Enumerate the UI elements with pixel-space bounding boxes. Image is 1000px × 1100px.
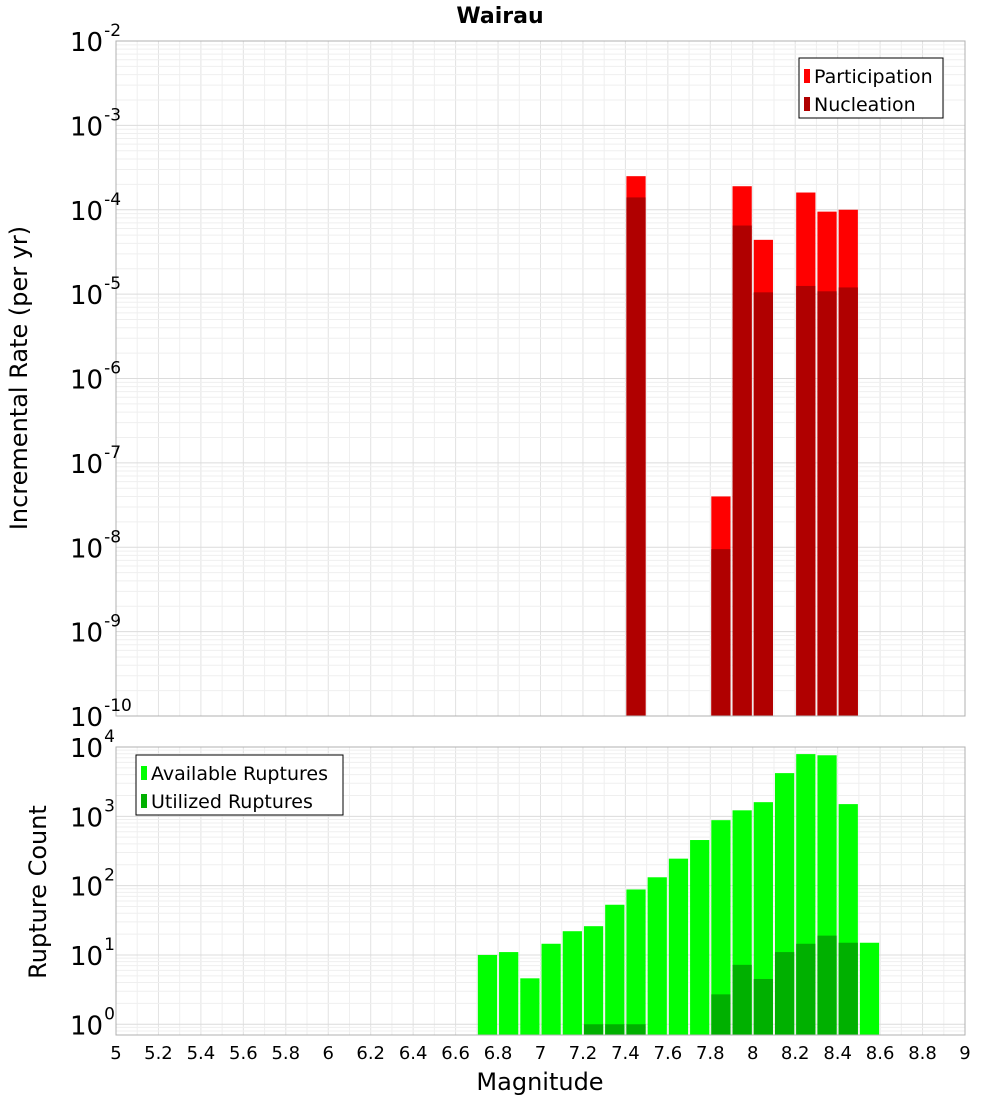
count-panel-y-ticks: 100 101 102 103 104	[70, 727, 115, 1041]
top-y-tick-label: 10-6	[70, 359, 121, 396]
x-tick-label: 7.6	[654, 1043, 683, 1064]
bot-y-tick-label: 103	[70, 796, 115, 833]
x-tick-label: 5.6	[229, 1043, 258, 1064]
top-y-tick-label: 10-4	[70, 190, 121, 227]
x-tick-label: 5.8	[271, 1043, 300, 1064]
bar-available-ruptures	[605, 904, 625, 1035]
bar-available-ruptures	[647, 877, 667, 1035]
legend-box	[798, 57, 944, 119]
bar-utilized-ruptures	[817, 935, 837, 1035]
x-tick-label: 8.8	[908, 1043, 937, 1064]
count-panel-legend: Available Ruptures Utilized Ruptures	[135, 754, 344, 816]
rate-panel-bars	[626, 176, 858, 717]
bar-available-ruptures	[859, 942, 880, 1035]
rate-panel-y-axis-label: Incremental Rate (per yr)	[5, 226, 33, 530]
x-axis-label: Magnitude	[476, 1068, 603, 1096]
top-y-tick-label: 10-2	[70, 21, 121, 58]
x-tick-label: 7.4	[611, 1043, 640, 1064]
top-y-tick-label: 10-8	[70, 527, 121, 564]
bot-y-tick-label: 101	[70, 935, 115, 972]
bar-nucleation	[796, 285, 816, 716]
x-tick-label: 7	[535, 1043, 546, 1064]
legend-swatch-participation	[804, 69, 810, 83]
bar-nucleation	[817, 291, 837, 716]
count-panel-frame	[115, 746, 966, 1036]
x-tick-label: 6.2	[356, 1043, 385, 1064]
x-tick-label: 6.6	[441, 1043, 470, 1064]
bar-available-ruptures	[668, 858, 689, 1035]
bar-utilized-ruptures	[626, 1024, 646, 1035]
bot-y-tick-label: 102	[70, 866, 115, 903]
x-tick-label: 5.4	[187, 1043, 216, 1064]
bar-nucleation	[732, 225, 752, 716]
bar-available-ruptures	[583, 926, 604, 1035]
x-tick-label: 7.2	[569, 1043, 598, 1064]
bar-available-ruptures	[477, 954, 498, 1035]
top-y-tick-label: 10-3	[70, 105, 121, 142]
chart-title: Wairau	[456, 4, 543, 29]
top-y-tick-label: 10-9	[70, 612, 121, 649]
legend-swatch-utilized-ruptures	[141, 794, 147, 808]
x-tick-label: 6.8	[484, 1043, 513, 1064]
x-tick-label: 6.4	[399, 1043, 428, 1064]
bar-available-ruptures	[753, 802, 773, 1035]
x-tick-label: 7.8	[696, 1043, 725, 1064]
bot-y-tick-label: 100	[70, 1004, 115, 1041]
bar-utilized-ruptures	[796, 943, 816, 1035]
bar-available-ruptures	[690, 840, 710, 1035]
bar-utilized-ruptures	[711, 994, 731, 1035]
bar-nucleation	[838, 287, 858, 716]
bar-utilized-ruptures	[732, 964, 752, 1035]
x-tick-label: 5	[110, 1043, 121, 1064]
legend-swatch-nucleation	[804, 97, 810, 111]
legend-box	[135, 754, 344, 816]
bar-available-ruptures	[711, 820, 731, 1035]
top-y-tick-label: 10-7	[70, 443, 121, 480]
legend-swatch-available-ruptures	[141, 766, 147, 780]
top-y-tick-label: 10-5	[70, 274, 121, 311]
x-tick-label: 8.6	[866, 1043, 895, 1064]
count-panel-y-axis-label: Rupture Count	[24, 805, 52, 979]
x-tick-label: 8.4	[823, 1043, 852, 1064]
x-tick-label: 6	[323, 1043, 334, 1064]
count-panel: 100 101 102 103 104 Rupture Count Available …	[24, 727, 966, 1041]
bar-utilized-ruptures	[774, 952, 795, 1035]
bar-available-ruptures	[520, 978, 540, 1035]
legend-label-available-ruptures: Available Ruptures	[151, 763, 328, 785]
rate-panel-y-ticks: 10-10 10-9 10-8 10-7 10-6 10-5 10-4 10-3 10-2	[70, 21, 132, 733]
bot-y-tick-label: 104	[70, 727, 115, 764]
bar-available-ruptures	[626, 889, 646, 1035]
bar-utilized-ruptures	[838, 942, 858, 1035]
bar-available-ruptures	[541, 943, 561, 1035]
rate-panel-grid	[115, 40, 966, 717]
bar-available-ruptures	[562, 931, 582, 1035]
top-y-tick-label: 10-10	[70, 696, 132, 733]
rate-panel: 10-10 10-9 10-8 10-7 10-6 10-5 10-4 10-3 10-2 In…	[5, 21, 966, 733]
bar-utilized-ruptures	[753, 978, 773, 1035]
legend-label-participation: Participation	[814, 66, 933, 88]
count-panel-bars	[477, 754, 880, 1035]
bar-nucleation	[626, 197, 646, 717]
legend-label-nucleation: Nucleation	[814, 94, 916, 116]
x-tick-label: 8	[747, 1043, 758, 1064]
x-tick-label: 9	[959, 1043, 970, 1064]
bar-available-ruptures	[499, 952, 519, 1035]
bar-utilized-ruptures	[605, 1024, 625, 1035]
x-tick-label: 8.2	[781, 1043, 810, 1064]
bar-nucleation	[711, 549, 731, 716]
x-axis-ticks: 5 5.2 5.4 5.6 5.8 6 6.2 6.4 6.6 6.8 7 7.2 7.4 7.6 7.8 8…	[110, 1043, 970, 1064]
rate-panel-legend: Participation Nucleation	[798, 57, 944, 119]
rate-panel-frame	[115, 40, 966, 717]
x-tick-label: 5.2	[144, 1043, 173, 1064]
legend-label-utilized-ruptures: Utilized Ruptures	[151, 791, 313, 813]
bar-utilized-ruptures	[583, 1024, 604, 1035]
bar-nucleation	[753, 292, 773, 716]
